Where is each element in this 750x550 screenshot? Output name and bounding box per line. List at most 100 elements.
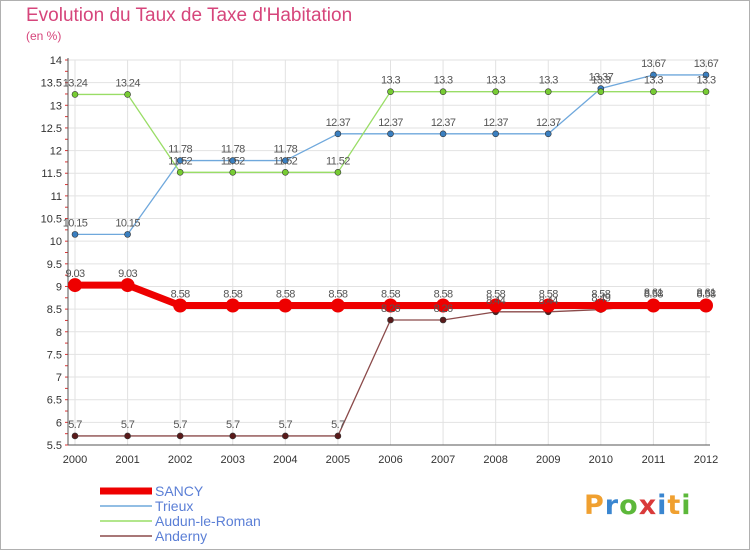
data-point	[173, 298, 188, 313]
y-tick-label: 8.5	[47, 304, 62, 316]
data-label: 12.37	[378, 117, 403, 129]
data-label: 13.24	[115, 77, 140, 89]
x-tick-label: 2003	[221, 454, 245, 466]
data-label: 8.58	[696, 288, 715, 300]
y-tick-label: 7.5	[47, 349, 62, 361]
data-label: 13.3	[486, 75, 505, 87]
x-tick-label: 2005	[326, 454, 350, 466]
data-point	[71, 231, 79, 238]
series-points	[68, 71, 713, 440]
data-label: 12.37	[326, 117, 351, 129]
data-label: 8.44	[539, 295, 558, 307]
y-tick-label: 11	[51, 191, 62, 203]
data-point	[120, 278, 135, 293]
data-label: 8.58	[381, 288, 400, 300]
y-tick-label: 12.5	[41, 123, 62, 135]
data-point	[334, 130, 342, 138]
data-point	[71, 432, 79, 440]
data-point	[282, 169, 289, 176]
data-point	[282, 432, 289, 440]
data-label: 13.3	[644, 75, 663, 87]
data-label: 5.7	[331, 419, 345, 431]
data-label: 13.67	[694, 58, 719, 70]
data-label: 11.78	[273, 144, 297, 156]
y-tick-label: 12	[50, 146, 62, 158]
data-point	[282, 157, 289, 164]
data-point	[176, 157, 184, 164]
y-tick-label: 11.5	[41, 168, 62, 180]
x-tick-label: 2012	[694, 454, 718, 466]
data-point	[593, 298, 608, 313]
data-label: 10.15	[63, 217, 88, 229]
data-label: 8.61	[696, 287, 715, 299]
data-label: 8.61	[644, 287, 663, 299]
data-point	[544, 88, 552, 96]
data-point	[646, 298, 661, 313]
data-point	[387, 130, 394, 138]
legend-label: Trieux	[155, 498, 193, 514]
data-point	[176, 432, 184, 440]
data-point	[225, 298, 240, 313]
data-point	[229, 157, 237, 164]
data-label: 5.7	[121, 419, 135, 431]
chart-unit: (en %)	[26, 29, 62, 43]
data-label: 12.37	[536, 117, 561, 129]
data-point	[488, 298, 503, 313]
data-label: 8.26	[434, 303, 453, 315]
data-point	[702, 71, 710, 79]
data-label: 5.7	[173, 419, 187, 431]
data-point	[334, 432, 342, 440]
data-label: 13.3	[434, 75, 453, 87]
data-point	[124, 231, 131, 238]
y-tick-label: 7	[56, 372, 62, 384]
data-label: 10.15	[115, 217, 140, 229]
x-tick-label: 2000	[63, 454, 87, 466]
data-point	[71, 91, 79, 98]
data-label: 11.52	[326, 155, 350, 167]
data-point	[436, 298, 451, 313]
x-tick-label: 2002	[168, 454, 192, 466]
data-point	[383, 298, 398, 313]
data-point	[124, 432, 131, 440]
data-point	[387, 88, 394, 96]
data-point	[492, 130, 499, 138]
y-tick-label: 9	[56, 281, 62, 293]
data-label: 8.26	[381, 303, 400, 315]
data-label: 12.37	[431, 117, 456, 129]
data-label: 11.78	[168, 144, 192, 156]
x-tick-label: 2007	[431, 454, 455, 466]
data-label: 8.58	[223, 288, 242, 300]
data-point	[68, 278, 82, 293]
data-point	[278, 298, 293, 313]
data-point	[124, 91, 131, 98]
data-point	[699, 298, 713, 313]
data-label: 8.49	[591, 293, 610, 305]
data-label: 8.58	[276, 288, 295, 300]
data-label: 8.58	[328, 288, 347, 300]
data-point	[229, 169, 237, 176]
data-point	[330, 298, 345, 313]
data-label: 13.3	[381, 75, 400, 87]
y-tick-label: 14	[50, 55, 62, 67]
data-point	[650, 71, 657, 79]
data-label: 11.52	[168, 155, 192, 167]
data-label: 8.44	[486, 295, 505, 307]
legend-label: SANCY	[155, 483, 204, 499]
data-label: 8.58	[644, 288, 663, 300]
x-tick-label: 2006	[378, 454, 402, 466]
data-point	[439, 88, 447, 96]
data-label: 13.3	[696, 75, 715, 87]
legend-label: Audun-le-Roman	[155, 513, 261, 529]
chart-title: Evolution du Taux de Taxe d'Habitation	[26, 5, 353, 26]
data-label: 13.67	[641, 58, 666, 70]
y-tick-label: 13.5	[41, 78, 62, 90]
data-label: 9.03	[118, 268, 137, 280]
data-label: 13.37	[589, 72, 614, 84]
data-label: 11.52	[273, 155, 297, 167]
y-tick-label: 9.5	[47, 259, 62, 271]
y-tick-label: 13	[50, 100, 62, 112]
data-label: 8.58	[539, 288, 558, 300]
x-tick-label: 2010	[589, 454, 613, 466]
